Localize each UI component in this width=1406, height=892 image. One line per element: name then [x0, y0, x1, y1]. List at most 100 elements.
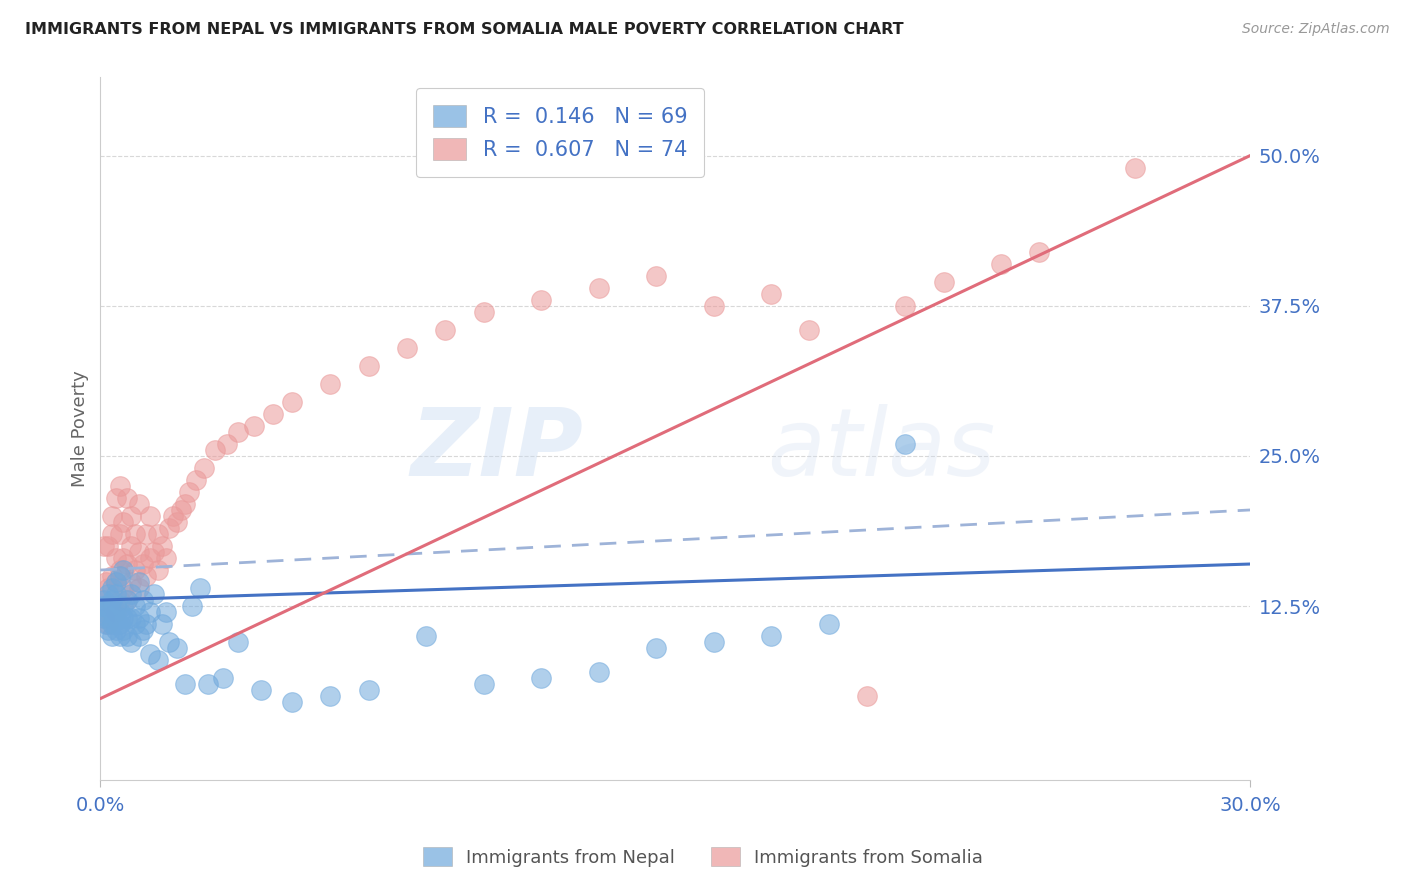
- Point: [155, 605, 177, 619]
- Point: [228, 425, 250, 439]
- Point: [128, 545, 150, 559]
- Point: [799, 323, 821, 337]
- Point: [1028, 244, 1050, 259]
- Point: [645, 641, 668, 656]
- Point: [177, 484, 200, 499]
- Point: [104, 605, 127, 619]
- Point: [120, 575, 142, 590]
- Point: [530, 671, 553, 685]
- Point: [990, 257, 1012, 271]
- Point: [93, 539, 115, 553]
- Point: [112, 623, 135, 637]
- Point: [115, 593, 138, 607]
- Point: [139, 605, 162, 619]
- Point: [104, 575, 127, 590]
- Point: [112, 611, 135, 625]
- Point: [128, 497, 150, 511]
- Point: [112, 563, 135, 577]
- Point: [124, 563, 146, 577]
- Legend: Immigrants from Nepal, Immigrants from Somalia: Immigrants from Nepal, Immigrants from S…: [413, 838, 993, 876]
- Point: [250, 683, 273, 698]
- Point: [759, 629, 782, 643]
- Point: [128, 611, 150, 625]
- Point: [101, 527, 124, 541]
- Point: [139, 508, 162, 523]
- Point: [319, 689, 342, 703]
- Point: [197, 677, 219, 691]
- Point: [143, 545, 166, 559]
- Point: [101, 508, 124, 523]
- Point: [120, 508, 142, 523]
- Point: [932, 275, 955, 289]
- Point: [150, 617, 173, 632]
- Point: [894, 437, 917, 451]
- Point: [131, 557, 153, 571]
- Point: [104, 491, 127, 505]
- Point: [135, 569, 157, 583]
- Point: [415, 629, 437, 643]
- Point: [97, 581, 120, 595]
- Point: [817, 617, 839, 632]
- Text: ZIP: ZIP: [411, 404, 583, 496]
- Point: [319, 376, 342, 391]
- Point: [120, 635, 142, 649]
- Point: [94, 575, 117, 590]
- Point: [146, 563, 169, 577]
- Point: [115, 557, 138, 571]
- Point: [131, 623, 153, 637]
- Point: [128, 629, 150, 643]
- Point: [104, 599, 127, 613]
- Point: [472, 304, 495, 318]
- Point: [112, 581, 135, 595]
- Point: [101, 581, 124, 595]
- Point: [434, 323, 457, 337]
- Point: [101, 569, 124, 583]
- Point: [97, 611, 120, 625]
- Point: [101, 629, 124, 643]
- Point: [262, 407, 284, 421]
- Point: [166, 515, 188, 529]
- Point: [108, 563, 131, 577]
- Point: [139, 647, 162, 661]
- Point: [108, 617, 131, 632]
- Point: [588, 665, 610, 680]
- Point: [395, 341, 418, 355]
- Point: [94, 599, 117, 613]
- Point: [124, 599, 146, 613]
- Point: [108, 527, 131, 541]
- Point: [104, 551, 127, 566]
- Point: [101, 593, 124, 607]
- Point: [97, 599, 120, 613]
- Point: [856, 689, 879, 703]
- Text: IMMIGRANTS FROM NEPAL VS IMMIGRANTS FROM SOMALIA MALE POVERTY CORRELATION CHART: IMMIGRANTS FROM NEPAL VS IMMIGRANTS FROM…: [25, 22, 904, 37]
- Point: [157, 635, 180, 649]
- Point: [131, 593, 153, 607]
- Point: [357, 683, 380, 698]
- Point: [703, 635, 725, 649]
- Point: [143, 587, 166, 601]
- Point: [588, 281, 610, 295]
- Point: [115, 491, 138, 505]
- Point: [212, 671, 235, 685]
- Legend: R =  0.146   N = 69, R =  0.607   N = 74: R = 0.146 N = 69, R = 0.607 N = 74: [416, 87, 704, 177]
- Point: [193, 461, 215, 475]
- Point: [281, 695, 304, 709]
- Point: [112, 551, 135, 566]
- Point: [108, 629, 131, 643]
- Point: [112, 599, 135, 613]
- Point: [150, 539, 173, 553]
- Point: [101, 599, 124, 613]
- Point: [104, 587, 127, 601]
- Point: [104, 575, 127, 590]
- Point: [91, 599, 114, 613]
- Point: [135, 617, 157, 632]
- Point: [97, 587, 120, 601]
- Point: [1123, 161, 1146, 175]
- Point: [112, 515, 135, 529]
- Point: [894, 299, 917, 313]
- Point: [139, 551, 162, 566]
- Point: [188, 581, 211, 595]
- Point: [120, 611, 142, 625]
- Point: [215, 437, 238, 451]
- Text: atlas: atlas: [768, 404, 995, 495]
